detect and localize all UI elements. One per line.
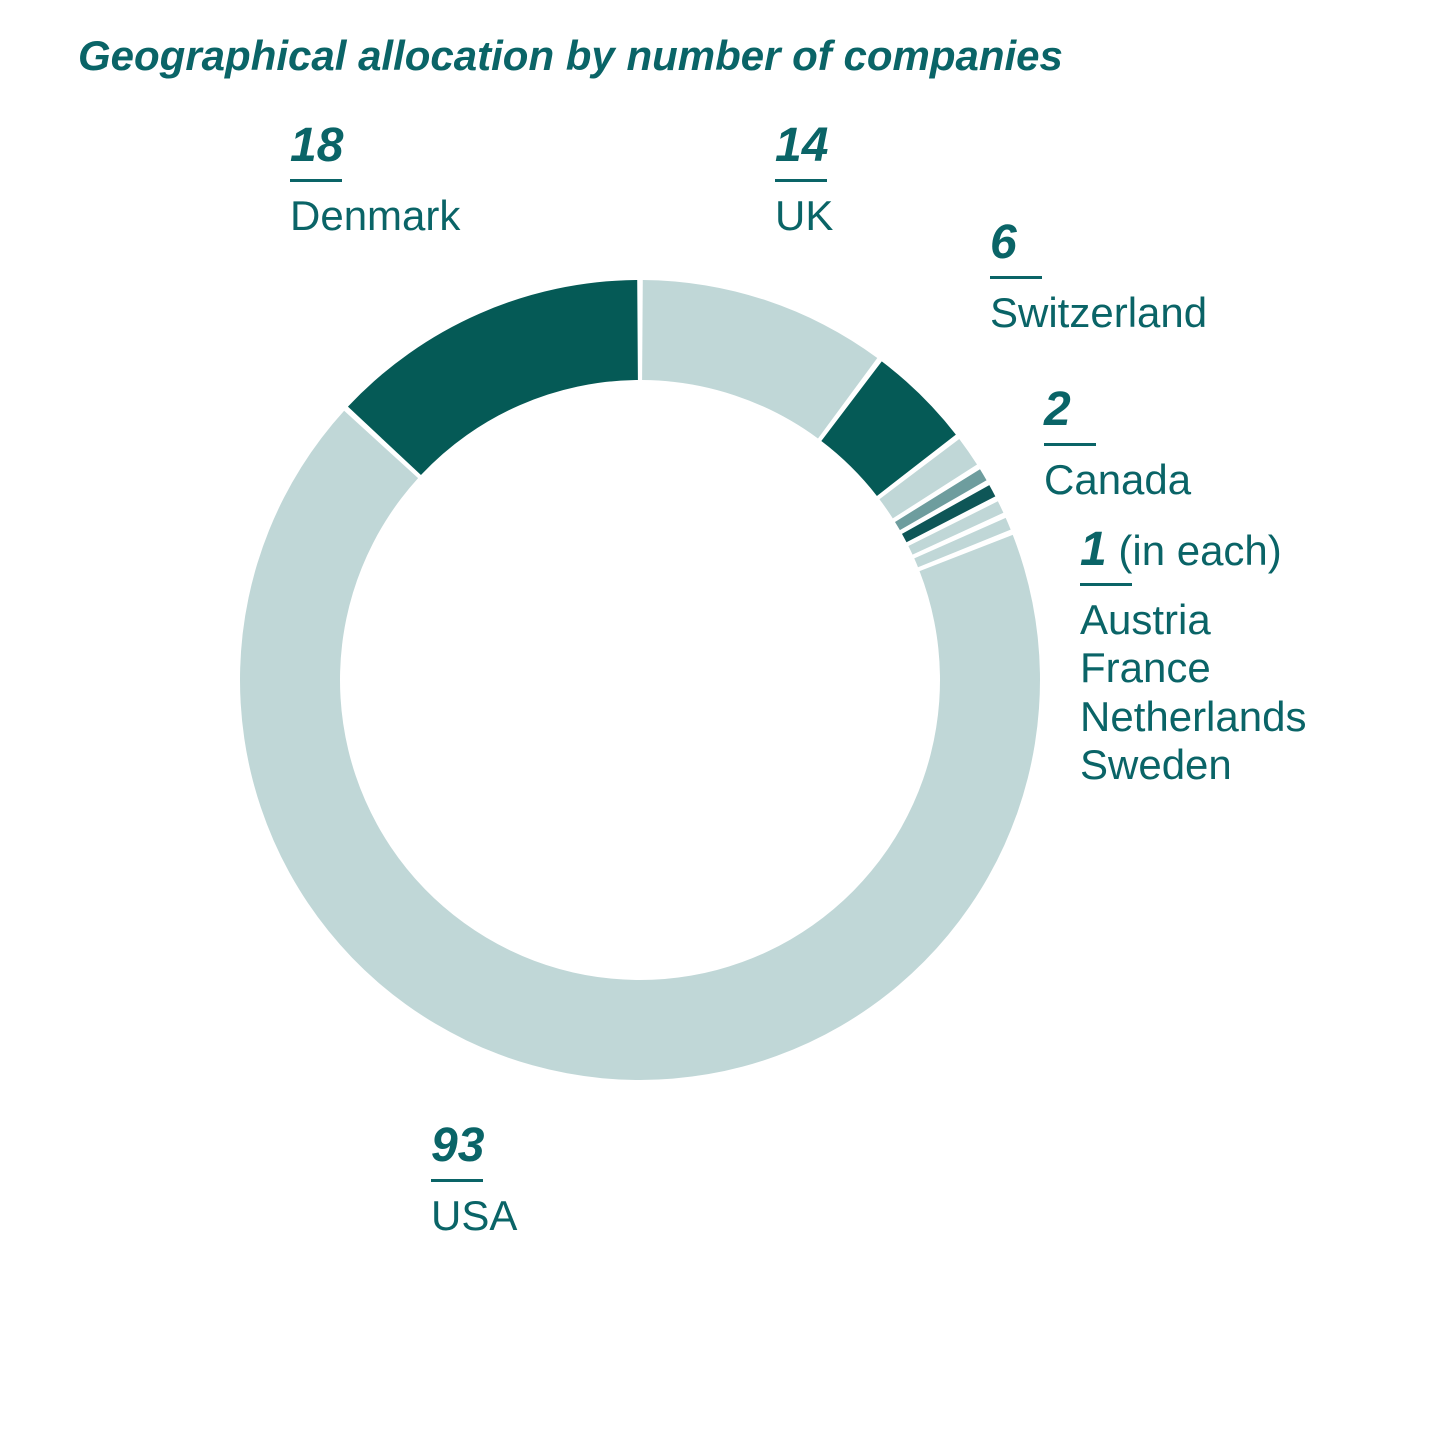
label-name: Netherlands — [1080, 693, 1306, 741]
label-rule — [990, 276, 1042, 279]
label-name: Denmark — [290, 192, 460, 240]
chart-container: Geographical allocation by number of com… — [0, 0, 1440, 1439]
label-value: 18 — [290, 119, 343, 172]
label-name: Switzerland — [990, 289, 1207, 337]
label-rule — [1044, 443, 1096, 446]
chart-title: Geographical allocation by number of com… — [78, 32, 1063, 80]
label-rule — [1080, 583, 1132, 586]
donut-chart — [236, 276, 1044, 1084]
label-value: 2 — [1044, 383, 1071, 436]
chart-label: 1 (in each) AustriaFranceNetherlandsSwede… — [1080, 522, 1306, 789]
label-value: 6 — [990, 216, 1017, 269]
label-value: 93 — [431, 1119, 484, 1172]
label-rule — [431, 1179, 483, 1182]
chart-label: 93 USA — [431, 1118, 517, 1240]
label-name-list: AustriaFranceNetherlandsSweden — [1080, 596, 1306, 789]
chart-label: 18 Denmark — [290, 118, 460, 240]
chart-label: 6 Switzerland — [990, 215, 1207, 337]
label-name: France — [1080, 644, 1306, 692]
label-name: UK — [775, 192, 833, 240]
label-name: Sweden — [1080, 741, 1306, 789]
donut-segment-dk — [348, 280, 638, 475]
label-rule — [290, 179, 342, 182]
label-name: Austria — [1080, 596, 1306, 644]
chart-label: 14 UK — [775, 118, 833, 240]
label-name: Canada — [1044, 456, 1191, 504]
label-value: 14 — [775, 119, 828, 172]
label-value: 1 — [1080, 523, 1107, 576]
chart-label: 2 Canada — [1044, 382, 1191, 504]
label-rule — [775, 179, 827, 182]
label-note: (in each) — [1107, 527, 1282, 574]
label-name: USA — [431, 1192, 517, 1240]
